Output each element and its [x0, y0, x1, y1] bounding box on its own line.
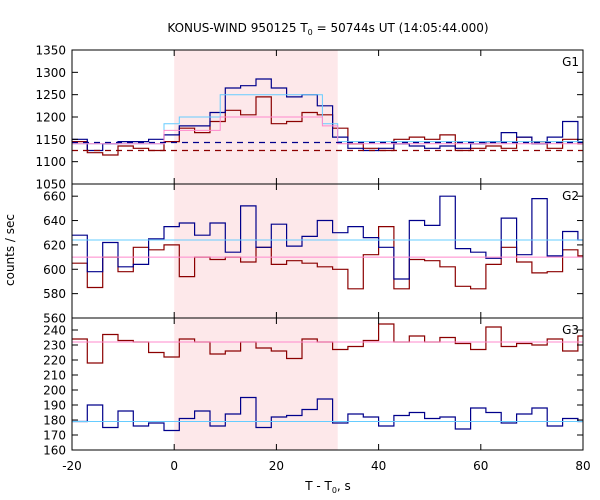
y-tick-label: 170	[43, 429, 66, 443]
x-tick-label: 60	[473, 459, 488, 473]
y-tick-label: 200	[43, 384, 66, 398]
series-blue-step	[72, 195, 583, 280]
y-tick-label: 620	[43, 238, 66, 252]
y-tick-label: 580	[43, 287, 66, 301]
y-tick-label: 1200	[35, 111, 66, 125]
x-tick-label: -20	[62, 459, 82, 473]
y-tick-label: 660	[43, 190, 66, 204]
y-tick-label: 1250	[35, 88, 66, 102]
x-tick-label: 80	[575, 459, 590, 473]
panel-frame-g3	[71, 317, 584, 451]
x-tick-label: 20	[269, 459, 284, 473]
panel-label: G1	[562, 55, 579, 69]
y-tick-label: 640	[43, 214, 66, 228]
x-tick-label: 0	[170, 459, 178, 473]
y-tick-label: 1300	[35, 66, 66, 80]
y-tick-label: 160	[43, 444, 66, 458]
y-tick-label: 240	[43, 324, 66, 338]
y-tick-label: 1100	[35, 155, 66, 169]
series-red-step	[72, 323, 583, 364]
series-pink-levels	[72, 116, 583, 145]
y-tick-label: 180	[43, 414, 66, 428]
y-tick-label: 1150	[35, 133, 66, 147]
y-tick-label: 220	[43, 354, 66, 368]
y-tick-label: 1050	[35, 178, 66, 192]
y-tick-label: 1350	[35, 44, 66, 58]
y-axis-label: counts / sec	[3, 214, 17, 286]
panel-label: G3	[562, 323, 579, 337]
panel-g3	[72, 323, 583, 432]
y-tick-label: 600	[43, 263, 66, 277]
panel-g1	[72, 78, 583, 156]
chart-title: KONUS-WIND 950125 T0 = 50744s UT (14:05:…	[167, 21, 488, 37]
y-tick-label: 560	[43, 312, 66, 326]
y-tick-label: 190	[43, 399, 66, 413]
y-tick-label: 230	[43, 339, 66, 353]
x-tick-label: 40	[371, 459, 386, 473]
y-tick-label: 210	[43, 369, 66, 383]
panel-g2	[72, 195, 583, 290]
axes-layer: 1050110011501200125013001350G15605806006…	[35, 44, 590, 474]
panels-layer	[72, 78, 583, 432]
panel-label: G2	[562, 189, 579, 203]
x-axis-label: T - T0, s	[304, 479, 351, 495]
